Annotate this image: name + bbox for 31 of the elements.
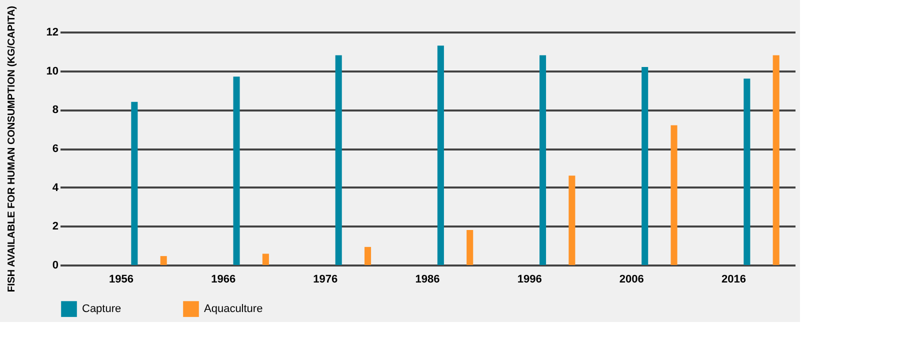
bar [364, 246, 372, 265]
y-axis-title: FISH AVAILABLE FOR HUMAN CONSUMPTION (KG/CAPITA) [6, 6, 18, 292]
x-tick-label: 1976 [313, 274, 338, 286]
bar [233, 76, 240, 265]
x-tick-label: 2006 [619, 274, 644, 286]
x-tick-label: 1956 [109, 274, 134, 286]
x-tick-label: 1966 [211, 274, 236, 286]
y-tick-label: 10 [46, 65, 58, 78]
bar [160, 256, 167, 265]
y-tick-label: 0 [52, 260, 58, 272]
x-tick-label: 1996 [517, 274, 542, 286]
legend-label: Aquaculture [204, 303, 263, 316]
y-tick-label: 4 [52, 182, 60, 194]
y-tick-label: 6 [52, 143, 58, 155]
bar [437, 46, 444, 265]
bar [670, 125, 678, 265]
bar [772, 55, 780, 265]
bar [540, 55, 546, 265]
bar [466, 230, 474, 265]
bar [335, 55, 342, 265]
bar [131, 102, 138, 265]
bar [568, 176, 576, 265]
x-tick-label: 1986 [415, 274, 440, 286]
y-tick-label: 8 [52, 104, 58, 116]
bar [262, 254, 269, 265]
y-tick-label: 2 [52, 220, 58, 233]
bar [642, 66, 648, 265]
x-tick-label: 2016 [722, 274, 746, 286]
legend-label: Capture [82, 303, 122, 316]
y-tick-label: 12 [46, 26, 58, 38]
bar [744, 78, 750, 265]
